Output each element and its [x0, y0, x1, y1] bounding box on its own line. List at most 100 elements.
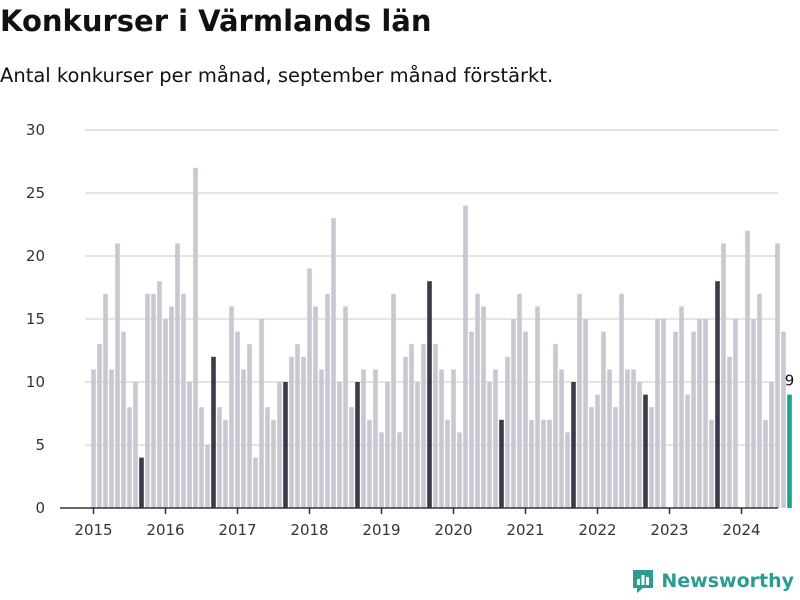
- x-tick-label: 2020: [434, 521, 472, 539]
- bar: [463, 205, 468, 508]
- bar: [511, 319, 516, 508]
- bar: [529, 419, 534, 508]
- bar: [703, 319, 708, 508]
- bar: [493, 369, 498, 508]
- bar: [217, 407, 222, 508]
- bar: [613, 407, 618, 508]
- bar: [397, 432, 402, 508]
- bar: [97, 344, 102, 508]
- bar: [751, 319, 756, 508]
- bar: [127, 407, 132, 508]
- bar: [517, 293, 522, 508]
- chart-title: Konkurser i Värmlands län: [0, 4, 432, 38]
- x-tick-label: 2017: [218, 521, 256, 539]
- bar: [193, 167, 198, 509]
- bar: [349, 407, 354, 508]
- bars: [91, 167, 792, 509]
- x-tick-label: 2024: [722, 521, 760, 539]
- bar: [715, 281, 720, 508]
- bar: [391, 293, 396, 508]
- bar: [271, 419, 276, 508]
- bar: [163, 319, 168, 508]
- bar: [643, 394, 648, 508]
- bar: [697, 319, 702, 508]
- bar: [115, 243, 120, 508]
- bar: [457, 432, 462, 508]
- bar: [547, 419, 552, 508]
- y-tick-label: 0: [35, 499, 45, 517]
- x-tick-label: 2016: [146, 521, 184, 539]
- bar: [253, 457, 258, 508]
- bar: [487, 382, 492, 508]
- bar: [373, 369, 378, 508]
- bar: [367, 419, 372, 508]
- bar: [475, 293, 480, 508]
- bar: [169, 306, 174, 508]
- bar: [283, 382, 288, 508]
- bar: [775, 243, 780, 508]
- bar: [313, 306, 318, 508]
- bar: [247, 344, 252, 508]
- bar: [199, 407, 204, 508]
- bar: [301, 356, 306, 508]
- bar: [679, 306, 684, 508]
- bar: [361, 369, 366, 508]
- y-tick-label: 15: [26, 310, 45, 328]
- bar: [325, 293, 330, 508]
- bar: [649, 407, 654, 508]
- bar: [331, 218, 336, 508]
- y-tick-label: 20: [26, 247, 45, 265]
- bar: [481, 306, 486, 508]
- bar: [733, 319, 738, 508]
- bar: [745, 230, 750, 509]
- last-value-label: 9: [785, 372, 795, 390]
- bar: [145, 293, 150, 508]
- bar: [223, 419, 228, 508]
- bar: [385, 382, 390, 508]
- bar: [469, 331, 474, 508]
- bar: [661, 319, 666, 508]
- bar: [691, 331, 696, 508]
- bar: [709, 419, 714, 508]
- x-tick-label: 2019: [362, 521, 400, 539]
- bar: [121, 331, 126, 508]
- bar: [631, 369, 636, 508]
- bar: [571, 382, 576, 508]
- bar: [721, 243, 726, 508]
- bar: [343, 306, 348, 508]
- bar: [601, 331, 606, 508]
- x-tick-label: 2018: [290, 521, 328, 539]
- bar: [427, 281, 432, 508]
- bar: [295, 344, 300, 508]
- bar: [409, 344, 414, 508]
- bar: [523, 331, 528, 508]
- bar: [589, 407, 594, 508]
- bar: [379, 432, 384, 508]
- bar: [727, 356, 732, 508]
- bar: [241, 369, 246, 508]
- bar: [259, 319, 264, 508]
- bar: [445, 419, 450, 508]
- bar: [229, 306, 234, 508]
- bar: [619, 293, 624, 508]
- x-tick-label: 2021: [506, 521, 544, 539]
- axes: 0 5 10 15 20 25 30 9 2015 2016 2017 2018 2019 2020 202…: [26, 121, 794, 539]
- bar: [109, 369, 114, 508]
- bar: [577, 293, 582, 508]
- bar: [595, 394, 600, 508]
- x-tick-label: 2022: [578, 521, 616, 539]
- bar: [265, 407, 270, 508]
- brand-logo[interactable]: Newsworthy: [631, 568, 794, 594]
- bar: [307, 268, 312, 508]
- y-tick-label: 30: [26, 121, 45, 139]
- bar: [91, 369, 96, 508]
- bar: [289, 356, 294, 508]
- chart-subtitle: Antal konkurser per månad, september mån…: [0, 64, 554, 87]
- bar: [439, 369, 444, 508]
- bar: [637, 382, 642, 508]
- bar: [319, 369, 324, 508]
- bar: [757, 293, 762, 508]
- y-tick-label: 10: [26, 373, 45, 391]
- brand-name: Newsworthy: [661, 570, 794, 592]
